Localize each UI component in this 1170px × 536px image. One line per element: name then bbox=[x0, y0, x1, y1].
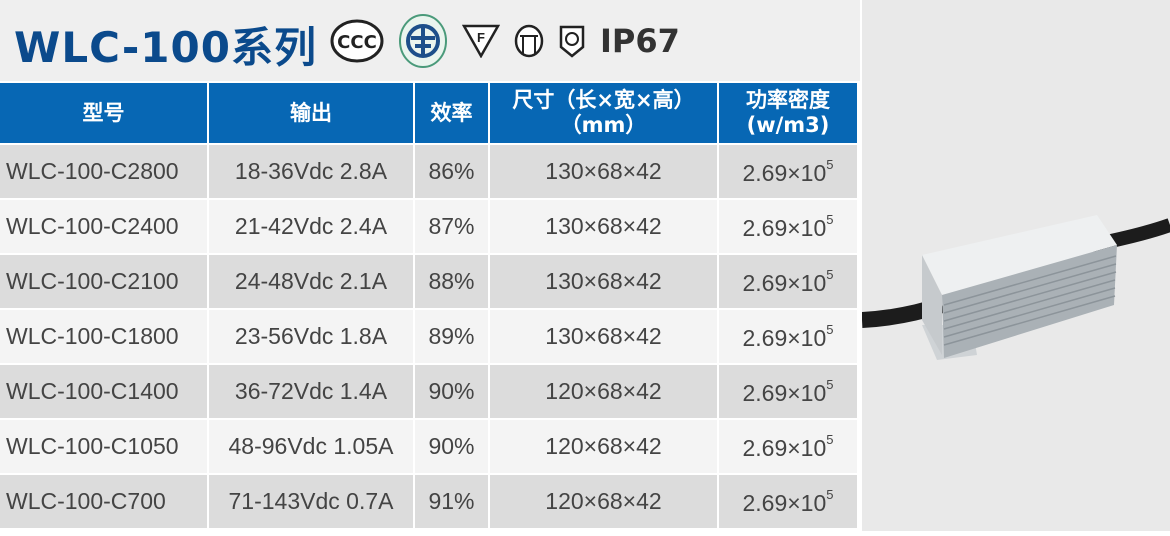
cell-output: 36-72Vdc 1.4A bbox=[209, 365, 413, 418]
density-exponent: 5 bbox=[826, 321, 834, 337]
cell-density: 2.69×105 bbox=[719, 255, 857, 308]
cell-efficiency: 90% bbox=[415, 365, 488, 418]
cell-output: 21-42Vdc 2.4A bbox=[209, 200, 413, 253]
table-row: WLC-100-C1400 36-72Vdc 1.4A 90% 120×68×4… bbox=[0, 365, 857, 418]
svg-text:F: F bbox=[477, 30, 485, 45]
table-row: WLC-100-C2800 18-36Vdc 2.8A 86% 130×68×4… bbox=[0, 145, 857, 198]
density-exponent: 5 bbox=[826, 211, 834, 227]
cell-output: 24-48Vdc 2.1A bbox=[209, 255, 413, 308]
cell-output: 18-36Vdc 2.8A bbox=[209, 145, 413, 198]
page-title: WLC-100系列 bbox=[14, 23, 317, 72]
table-row: WLC-100-C700 71-143Vdc 0.7A 91% 120×68×4… bbox=[0, 475, 857, 528]
cell-model: WLC-100-C1800 bbox=[0, 310, 207, 363]
density-value: 2.69×10 bbox=[742, 269, 827, 296]
cell-efficiency: 87% bbox=[415, 200, 488, 253]
table-row: WLC-100-C2400 21-42Vdc 2.4A 87% 130×68×4… bbox=[0, 200, 857, 253]
density-value: 2.69×10 bbox=[742, 159, 827, 186]
cell-efficiency: 91% bbox=[415, 475, 488, 528]
certification-icons: CCC F IP67 bbox=[330, 14, 680, 68]
density-value: 2.69×10 bbox=[742, 379, 827, 406]
density-exponent: 5 bbox=[826, 376, 834, 392]
density-exponent: 5 bbox=[826, 266, 834, 282]
energy-saving-cert-icon bbox=[399, 14, 447, 68]
safety-class-icon bbox=[514, 24, 544, 58]
spec-table: 型号 输出 效率 尺寸（长×宽×高） （mm） 功率密度 (w/m3) WLC-… bbox=[0, 81, 859, 530]
header-density: 功率密度 (w/m3) bbox=[719, 83, 857, 143]
table-header: 型号 输出 效率 尺寸（长×宽×高） （mm） 功率密度 (w/m3) bbox=[0, 83, 857, 143]
header-output: 输出 bbox=[209, 83, 413, 143]
cell-output: 71-143Vdc 0.7A bbox=[209, 475, 413, 528]
cell-model: WLC-100-C1050 bbox=[0, 420, 207, 473]
cell-efficiency: 90% bbox=[415, 420, 488, 473]
cell-density: 2.69×105 bbox=[719, 310, 857, 363]
cell-size: 130×68×42 bbox=[490, 200, 717, 253]
svg-text:CCC: CCC bbox=[337, 32, 377, 53]
cell-model: WLC-100-C1400 bbox=[0, 365, 207, 418]
density-exponent: 5 bbox=[826, 486, 834, 502]
product-image-panel bbox=[861, 0, 1170, 531]
cell-density: 2.69×105 bbox=[719, 475, 857, 528]
cell-density: 2.69×105 bbox=[719, 145, 857, 198]
cell-size: 130×68×42 bbox=[490, 310, 717, 363]
density-value: 2.69×10 bbox=[742, 489, 827, 516]
cell-density: 2.69×105 bbox=[719, 420, 857, 473]
cell-efficiency: 89% bbox=[415, 310, 488, 363]
density-value: 2.69×10 bbox=[742, 324, 827, 351]
cell-efficiency: 88% bbox=[415, 255, 488, 308]
cell-efficiency: 86% bbox=[415, 145, 488, 198]
cell-size: 130×68×42 bbox=[490, 255, 717, 308]
product-image bbox=[861, 215, 1170, 360]
table-row: WLC-100-C2100 24-48Vdc 2.1A 88% 130×68×4… bbox=[0, 255, 857, 308]
cell-model: WLC-100-C2100 bbox=[0, 255, 207, 308]
cell-density: 2.69×105 bbox=[719, 200, 857, 253]
protection-icon bbox=[559, 25, 585, 58]
cell-size: 120×68×42 bbox=[490, 365, 717, 418]
density-exponent: 5 bbox=[826, 156, 834, 172]
density-value: 2.69×10 bbox=[742, 434, 827, 461]
density-value: 2.69×10 bbox=[742, 214, 827, 241]
header-efficiency: 效率 bbox=[415, 83, 488, 143]
cell-size: 120×68×42 bbox=[490, 420, 717, 473]
ccc-icon: CCC bbox=[330, 19, 384, 63]
density-exponent: 5 bbox=[826, 431, 834, 447]
cell-size: 120×68×42 bbox=[490, 475, 717, 528]
header-model: 型号 bbox=[0, 83, 207, 143]
cell-model: WLC-100-C2400 bbox=[0, 200, 207, 253]
cell-output: 23-56Vdc 1.8A bbox=[209, 310, 413, 363]
cell-output: 48-96Vdc 1.05A bbox=[209, 420, 413, 473]
f-mark-icon: F bbox=[462, 24, 500, 58]
table-row: WLC-100-C1050 48-96Vdc 1.05A 90% 120×68×… bbox=[0, 420, 857, 473]
title-band: WLC-100系列 CCC F IP67 bbox=[0, 0, 860, 81]
ip-rating: IP67 bbox=[600, 22, 680, 60]
cell-density: 2.69×105 bbox=[719, 365, 857, 418]
header-size: 尺寸（长×宽×高） （mm） bbox=[490, 83, 717, 143]
table-row: WLC-100-C1800 23-56Vdc 1.8A 89% 130×68×4… bbox=[0, 310, 857, 363]
cell-size: 130×68×42 bbox=[490, 145, 717, 198]
cell-model: WLC-100-C2800 bbox=[0, 145, 207, 198]
cell-model: WLC-100-C700 bbox=[0, 475, 207, 528]
